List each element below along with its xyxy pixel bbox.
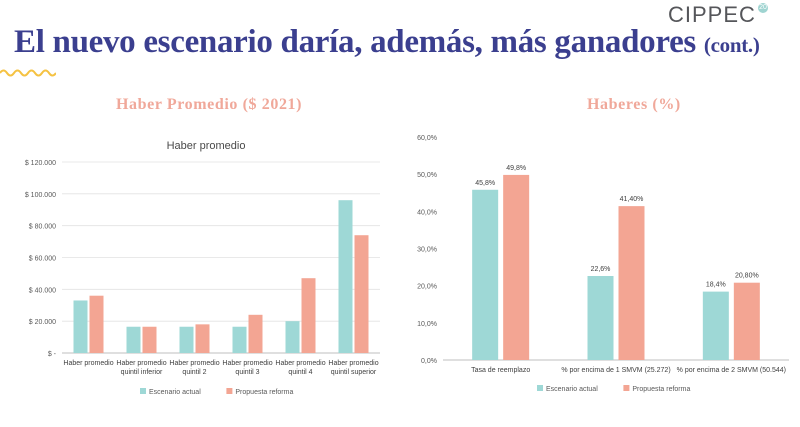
x-tick-label: Haber promedio <box>222 360 272 367</box>
slide-title-suffix: (cont.) <box>703 33 760 57</box>
x-tick-label: Tasa de reemplazo <box>471 367 530 374</box>
y-tick-label: 50,0% <box>417 172 437 179</box>
x-tick-label: quintil 2 <box>182 369 206 376</box>
slide-title: El nuevo escenario daría, además, más ga… <box>14 24 760 61</box>
legend-label: Propuesta reforma <box>235 389 293 396</box>
bar-escenario-actual <box>285 321 300 353</box>
decorative-wave-icon <box>0 69 56 77</box>
data-label: 49,8% <box>506 165 526 172</box>
bar-escenario-actual <box>126 326 141 353</box>
x-tick-label: quintil 3 <box>235 369 259 376</box>
y-tick-label: $ 40.000 <box>29 287 56 294</box>
chart-title: Haber promedio <box>167 140 246 152</box>
y-tick-label: 10,0% <box>417 321 437 328</box>
y-tick-label: 30,0% <box>417 247 437 254</box>
y-tick-label: 40,0% <box>417 209 437 216</box>
data-label: 41,40% <box>620 196 644 203</box>
legend-swatch <box>537 385 543 391</box>
y-tick-label: $ 100.000 <box>25 192 56 199</box>
legend-swatch <box>140 388 146 394</box>
x-tick-label: quintil 4 <box>288 369 312 376</box>
haberes-percent-chart: 0,0% 10,0% 20,0% 30,0% 40,0% 50,0% 60,0% 45,8% 4… <box>417 135 789 393</box>
bar-escenario-actual <box>338 200 353 353</box>
bar-propuesta-reforma <box>301 278 316 353</box>
legend-swatch <box>226 388 233 394</box>
y-tick-label: $ 80.000 <box>29 224 56 231</box>
data-label: 20,80% <box>735 273 759 280</box>
x-tick-label: quintil superior <box>331 369 377 376</box>
bar-propuesta-reforma <box>195 324 210 353</box>
bar-escenario-actual <box>232 326 247 353</box>
data-label: 22,6% <box>591 266 611 273</box>
x-tick-label: quintil inferior <box>121 369 163 376</box>
bar-escenario-actual <box>587 276 614 360</box>
x-tick-label: Haber promedio <box>116 360 166 367</box>
y-tick-label: $ - <box>48 351 57 358</box>
x-tick-label: % por encima de 1 SMVM (25.272) <box>561 367 670 374</box>
x-tick-label: Haber promedio <box>63 360 113 367</box>
bar-escenario-actual <box>472 189 499 360</box>
x-tick-label: % por encima de 2 SMVM (50.544) <box>677 367 786 374</box>
cippec-logo: CIPPEC <box>668 2 756 27</box>
logo-mark-icon: 20 <box>758 3 768 13</box>
slide-title-text: El nuevo escenario daría, además, más ga… <box>14 24 696 60</box>
x-tick-label: Haber promedio <box>328 360 378 367</box>
legend-label: Propuesta reforma <box>632 386 690 393</box>
bar-escenario-actual <box>73 300 88 353</box>
legend-label: Escenario actual <box>546 386 598 393</box>
bar-propuesta-reforma <box>89 295 104 353</box>
bar-propuesta-reforma <box>248 314 263 353</box>
data-label: 45,8% <box>475 180 495 187</box>
legend-swatch <box>623 385 630 391</box>
bar-escenario-actual <box>702 291 729 360</box>
haber-promedio-chart: Haber promedio $ - $ 20.000 $ 40.000 $ 60.00… <box>25 140 380 396</box>
y-tick-label: 60,0% <box>417 135 437 142</box>
bar-escenario-actual <box>179 326 194 353</box>
y-tick-label: $ 120.000 <box>25 160 56 167</box>
x-tick-label: Haber promedio <box>169 360 219 367</box>
y-tick-label: 0,0% <box>421 358 437 365</box>
y-tick-label: 20,0% <box>417 284 437 291</box>
x-tick-label: Haber promedio <box>275 360 325 367</box>
y-tick-label: $ 20.000 <box>29 319 56 326</box>
data-label: 18,4% <box>706 282 726 289</box>
bar-propuesta-reforma <box>503 174 530 360</box>
bar-propuesta-reforma <box>618 206 645 360</box>
bar-propuesta-reforma <box>142 326 157 353</box>
left-chart-heading: Haber Promedio ($ 2021) <box>116 96 303 113</box>
legend-label: Escenario actual <box>149 389 201 396</box>
right-chart-heading: Haberes (%) <box>587 96 681 113</box>
y-tick-label: $ 60.000 <box>29 256 56 263</box>
bar-propuesta-reforma <box>733 282 760 360</box>
bar-propuesta-reforma <box>354 235 369 353</box>
